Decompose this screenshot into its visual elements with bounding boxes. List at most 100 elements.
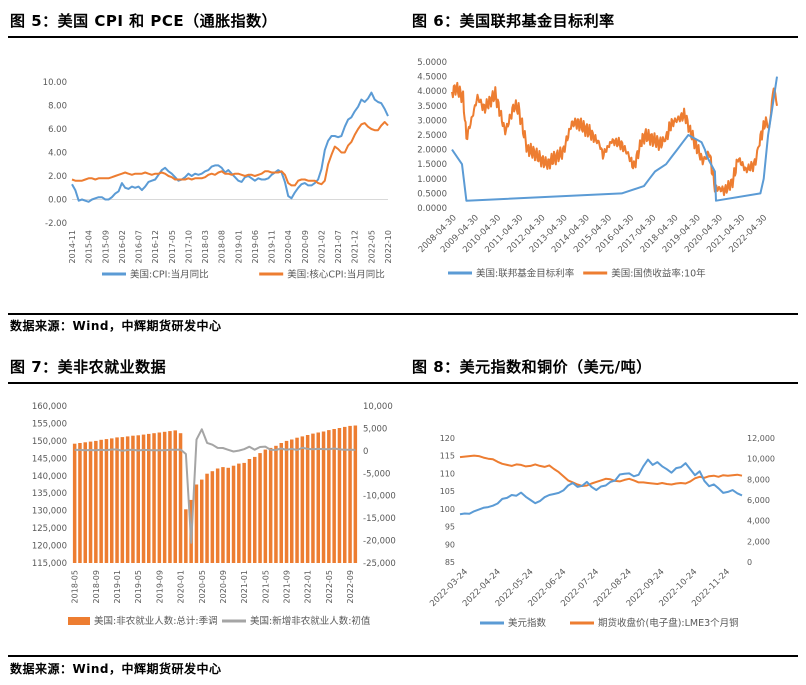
y-tick-label: 145,000 (32, 454, 67, 464)
y2-tick-label: 0 (747, 558, 752, 567)
x-tick-label: 2022-05 (325, 570, 334, 603)
payroll-bar (205, 473, 209, 563)
payroll-bar (343, 426, 347, 563)
x-tick-label: 2022-01 (304, 570, 313, 603)
x-tick-label: 2021-05 (261, 570, 270, 603)
payroll-bar (157, 432, 162, 563)
y-tick-label: 120 (440, 434, 455, 443)
dollar-index-line (459, 458, 743, 516)
payroll-bar (173, 430, 177, 563)
y2-tick-label: 10,000 (363, 402, 393, 412)
y-tick-label: 6.00 (48, 125, 67, 135)
payroll-bar (353, 425, 358, 563)
payroll-bar (253, 456, 257, 563)
payroll-bar (110, 438, 114, 563)
y-tick-label: 150,000 (32, 437, 67, 447)
y-tick-label: 105 (440, 487, 455, 496)
payroll-bar (184, 509, 188, 563)
payroll-bar (178, 433, 183, 563)
x-tick-label: 2017-05 (168, 230, 177, 263)
payroll-bar (242, 462, 246, 563)
x-tick-label: 2016-02 (118, 230, 127, 263)
legend-label: 期货收盘价(电子盘):LME3个月铜 (598, 617, 739, 629)
payroll-bar (226, 467, 230, 563)
cpi-pce-chart: -2.00 0.00 2.00 4.00 6.00 8.00 10.00 2014-11 201… (43, 78, 393, 281)
x-tick-label: 2021-02 (317, 230, 326, 263)
y2-tick-label: -5,000 (363, 469, 390, 479)
payroll-bar (200, 479, 204, 563)
y-tick-label: 10.00 (43, 78, 67, 88)
payroll-bar (263, 449, 268, 563)
y-tick-label: 2.5000 (417, 131, 447, 141)
legend-label: 美元指数 (508, 617, 547, 629)
payroll-bar (231, 465, 236, 563)
y2-tick-label: 6,000 (747, 496, 770, 505)
legend-swatch (68, 617, 90, 625)
x-tick-label: 2020-05 (198, 570, 207, 603)
y-tick-label: 2.00 (48, 172, 67, 182)
x-tick-label: 2020-09 (219, 570, 228, 603)
y-tick-label: 120,000 (32, 542, 67, 552)
x-tick-label: 2021-09 (283, 570, 292, 603)
x-tick-label: 2020-01 (177, 570, 186, 603)
y2-tick-label: -25,000 (363, 559, 396, 569)
y-tick-label: 115 (440, 452, 455, 461)
payroll-bar (152, 433, 156, 563)
y-tick-label: 2.0000 (417, 146, 447, 156)
payroll-bar (300, 436, 305, 563)
payroll-bar (221, 467, 225, 563)
y-tick-label: 125,000 (32, 524, 67, 534)
source-note-top: 数据来源：Wind，中辉期货研发中心 (10, 319, 222, 333)
legend-label: 美国:联邦基金目标利率 (476, 268, 575, 280)
y-tick-label: 1.0000 (417, 175, 447, 185)
x-tick-label: 2019-05 (134, 570, 143, 603)
payroll-bar (332, 429, 336, 563)
payroll-bar (131, 435, 135, 563)
payroll-bar (311, 433, 315, 563)
legend-label: 美国:CPI:当月同比 (130, 269, 209, 281)
payroll-bar (210, 471, 215, 563)
legend-label: 美国:非农就业人数:总计:季调 (94, 615, 218, 627)
x-tick-label: 2020-04 (284, 230, 293, 263)
legend-label: 美国:核心CPI:当月同比 (287, 269, 385, 281)
figure-7-title: 图 7：美非农就业数据 (10, 358, 167, 376)
payroll-bar (99, 439, 103, 563)
y-tick-label: 8.00 (48, 102, 67, 112)
y2-tick-label: -15,000 (363, 514, 396, 524)
figure-8-title: 图 8：美元指数和铜价（美元/吨） (412, 358, 652, 376)
y2-tick-label: 5,000 (363, 424, 387, 434)
y-tick-label: 0.5000 (417, 189, 447, 199)
y-tick-label: 5.0000 (417, 58, 447, 68)
x-tick-label: 2022-09 (346, 570, 355, 603)
treasury-10y-line (451, 81, 778, 197)
y-tick-label: 155,000 (32, 419, 67, 429)
payroll-bar (247, 459, 252, 563)
fed-funds-rate-line (451, 76, 778, 202)
x-tick-label: 2022-05 (367, 230, 376, 263)
payroll-bar (168, 431, 172, 563)
payroll-bar (104, 439, 109, 563)
payroll-bar (237, 463, 241, 563)
core-cpi-series-line (71, 121, 389, 187)
y2-tick-label: 4,000 (747, 517, 770, 526)
payroll-bar (321, 431, 326, 563)
y-tick-label: 160,000 (32, 402, 67, 412)
x-tick-label: 2015-04 (85, 230, 94, 263)
y2-tick-label: 2,000 (747, 537, 770, 546)
payroll-bar (258, 453, 262, 563)
payroll-bar (327, 430, 331, 563)
y2-tick-label: -20,000 (363, 537, 396, 547)
y-tick-label: 140,000 (32, 472, 67, 482)
y-tick-label: 115,000 (32, 559, 67, 569)
x-tick-label: 2021-12 (351, 230, 360, 263)
y-tick-label: 90 (445, 540, 455, 549)
legend-label: 美国:新增非农就业人数:初值 (250, 615, 371, 627)
y-tick-label: 0.0000 (417, 204, 447, 214)
y-tick-label: 3.5000 (417, 102, 447, 112)
payroll-bar (284, 440, 289, 563)
x-tick-label: 2018-03 (201, 230, 210, 263)
y-tick-label: 95 (445, 523, 455, 532)
y2-tick-label: 0 (363, 447, 368, 457)
payroll-bar (162, 431, 167, 563)
payroll-bar (125, 436, 130, 563)
